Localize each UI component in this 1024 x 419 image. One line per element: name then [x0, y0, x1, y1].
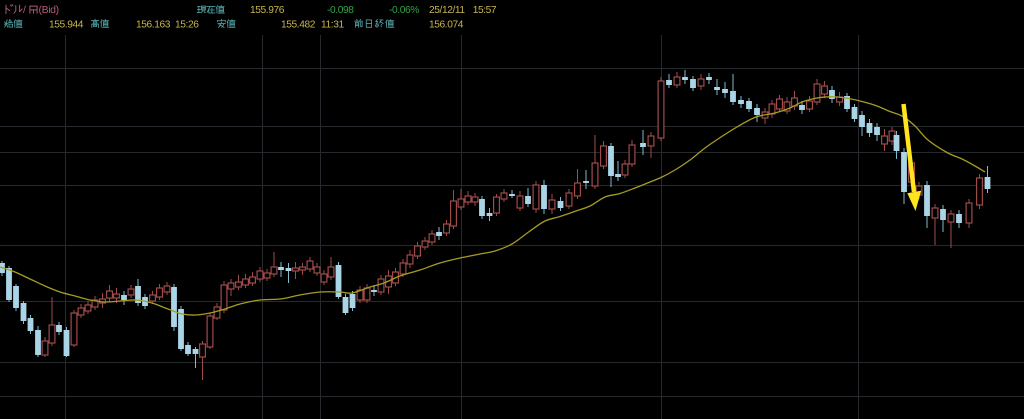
- svg-text:15:26: 15:26: [175, 19, 199, 30]
- svg-text:15:57: 15:57: [473, 5, 497, 16]
- svg-text:25/12/11: 25/12/11: [429, 5, 465, 16]
- svg-text:-0.06%: -0.06%: [389, 5, 419, 16]
- svg-text:/: /: [23, 4, 26, 16]
- svg-text:156.074: 156.074: [429, 19, 464, 30]
- svg-text:155.482: 155.482: [281, 19, 316, 30]
- svg-text:156.163: 156.163: [136, 19, 171, 30]
- svg-text:155.976: 155.976: [250, 5, 285, 16]
- svg-text:11:31: 11:31: [321, 19, 344, 30]
- svg-text:155.944: 155.944: [49, 19, 84, 30]
- svg-text:-0.098: -0.098: [327, 5, 354, 16]
- svg-text:(Bid): (Bid): [39, 4, 59, 16]
